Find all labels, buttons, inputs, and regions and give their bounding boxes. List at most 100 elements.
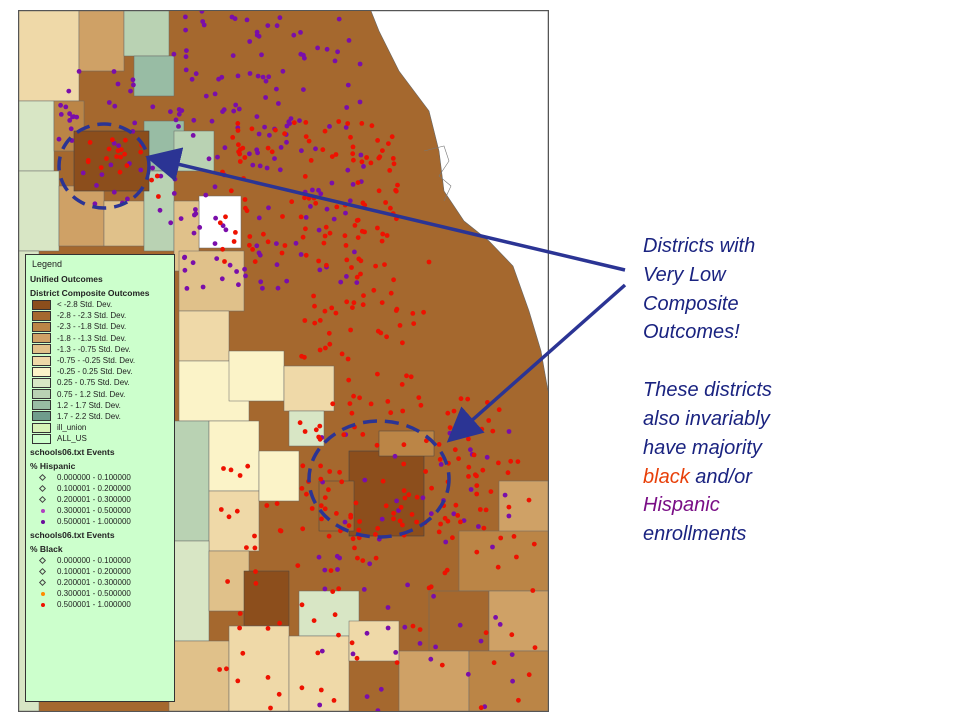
black-school-dot xyxy=(85,159,91,165)
black-school-dot xyxy=(312,303,317,309)
black-school-dot xyxy=(379,300,385,305)
black-school-dot xyxy=(357,519,362,524)
hispanic-school-dot xyxy=(361,587,367,592)
black-school-dot xyxy=(355,235,361,241)
legend-class-label: 1.7 - 2.2 Std. Dev. xyxy=(57,411,121,421)
black-school-dot xyxy=(328,568,334,573)
hispanic-school-dot xyxy=(465,671,471,677)
black-school-dot xyxy=(336,586,342,592)
hispanic-school-dot xyxy=(215,154,220,160)
black-school-dot xyxy=(373,532,378,537)
hispanic-school-dot xyxy=(212,184,218,190)
hispanic-school-dot xyxy=(111,140,117,146)
hispanic-school-dot xyxy=(362,477,368,483)
black-school-dot xyxy=(306,195,312,201)
black-school-dot xyxy=(375,138,380,143)
hispanic-school-dot xyxy=(214,256,220,261)
black-school-dot xyxy=(439,662,445,668)
black-school-dot xyxy=(299,685,305,691)
black-school-dot xyxy=(360,432,366,437)
hispanic-school-dot xyxy=(291,32,297,38)
legend-swatch xyxy=(32,377,51,388)
black-school-dot xyxy=(322,495,328,500)
black-school-dot xyxy=(138,149,144,155)
black-school-dot xyxy=(252,259,258,264)
hispanic-school-dot xyxy=(138,167,144,173)
black-school-dot xyxy=(329,305,335,311)
black-school-dot xyxy=(380,231,386,237)
black-school-dot xyxy=(327,230,333,236)
black-school-dot xyxy=(471,452,477,458)
hispanic-school-dot xyxy=(163,162,169,168)
hispanic-school-dot xyxy=(254,147,260,153)
black-school-dot xyxy=(409,512,415,517)
black-school-dot xyxy=(359,121,365,126)
hispanic-school-dot xyxy=(92,201,98,207)
black-school-dot xyxy=(353,500,359,506)
black-school-dot xyxy=(444,567,450,573)
black-school-dot xyxy=(410,311,416,316)
hispanic-school-dot xyxy=(343,125,349,130)
hispanic-school-dot xyxy=(200,284,206,290)
hispanic-school-dot xyxy=(255,73,261,79)
black-school-dot xyxy=(233,230,238,235)
hispanic-school-dot xyxy=(317,267,323,273)
black-school-dot xyxy=(352,545,357,551)
black-school-dot xyxy=(331,698,337,703)
black-school-dot xyxy=(337,469,342,475)
hispanic-school-dot xyxy=(342,519,348,525)
hispanic-school-dot xyxy=(276,101,281,106)
legend-class-label: 0.200001 - 0.300000 xyxy=(57,578,131,588)
black-school-dot xyxy=(241,176,246,181)
black-school-dot xyxy=(323,224,329,230)
hispanic-school-dot xyxy=(379,516,385,522)
black-school-dot xyxy=(401,461,407,467)
hispanic-school-dot xyxy=(66,88,72,94)
black-school-dot xyxy=(380,148,385,154)
black-school-dot xyxy=(311,293,316,299)
legend-class-label: 0.500001 - 1.000000 xyxy=(57,517,131,527)
hispanic-school-dot xyxy=(375,708,381,711)
black-school-dot xyxy=(237,159,243,164)
hispanic-school-dot xyxy=(193,71,199,77)
black-school-dot xyxy=(315,650,321,656)
legend-class-row: 1.2 - 1.7 Std. Dev. xyxy=(30,400,170,411)
legend-dot-slot xyxy=(34,474,51,482)
legend-dot-symbol xyxy=(38,557,47,565)
black-school-dot xyxy=(393,188,399,194)
hispanic-school-dot xyxy=(230,53,236,58)
black-school-dot xyxy=(124,163,130,169)
hispanic-school-dot xyxy=(319,648,325,654)
legend-class-row: -2.8 - -2.3 Std. Dev. xyxy=(30,310,170,321)
black-school-dot xyxy=(437,457,443,462)
hispanic-school-dot xyxy=(345,167,351,173)
black-school-dot xyxy=(385,399,391,404)
black-school-dot xyxy=(355,180,361,186)
black-school-dot xyxy=(341,432,347,438)
legend-class-label: 0.100001 - 0.200000 xyxy=(57,484,131,494)
black-school-dot xyxy=(414,519,419,525)
black-school-dot xyxy=(388,410,394,416)
black-school-dot xyxy=(388,290,394,296)
hispanic-school-dot xyxy=(191,230,197,236)
legend-dot-symbol xyxy=(40,508,45,513)
black-school-dot xyxy=(336,119,342,124)
hispanic-school-dot xyxy=(182,255,187,261)
black-school-dot xyxy=(495,564,501,570)
hispanic-school-dot xyxy=(132,120,138,126)
black-school-dot xyxy=(421,309,426,315)
black-school-dot xyxy=(316,258,321,264)
black-school-dot xyxy=(244,208,250,214)
hispanic-school-dot xyxy=(350,182,356,187)
black-school-dot xyxy=(348,514,354,520)
black-school-dot xyxy=(253,581,259,586)
black-school-dot xyxy=(478,705,484,711)
legend-dot-row: 0.500001 - 1.000000 xyxy=(30,516,170,527)
black-school-dot xyxy=(265,675,271,680)
hispanic-school-dot xyxy=(274,23,280,29)
black-school-dot xyxy=(414,494,420,500)
hispanic-school-dot xyxy=(111,189,117,195)
hispanic-school-dot xyxy=(63,104,69,110)
hispanic-school-dot xyxy=(322,586,328,592)
black-school-dot xyxy=(313,200,319,206)
